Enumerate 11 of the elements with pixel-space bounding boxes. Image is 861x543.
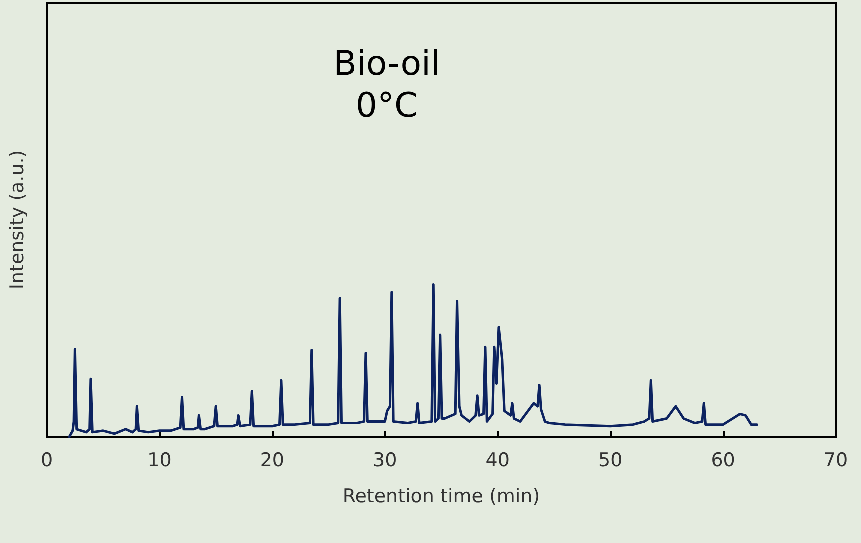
x-tick-label: 40 xyxy=(486,450,510,472)
chart-title: Bio-oil 0°C xyxy=(334,44,440,126)
x-tick-label: 50 xyxy=(598,450,623,472)
x-tick-label: 70 xyxy=(824,450,848,472)
x-axis-title: Retention time (min) xyxy=(342,486,540,508)
x-tick-label: 10 xyxy=(148,450,172,472)
x-tick-label: 20 xyxy=(260,450,285,472)
x-tick-label: 60 xyxy=(711,450,736,472)
x-tick-label: 30 xyxy=(373,450,398,472)
y-axis-title: Intensity (a.u.) xyxy=(6,150,28,290)
x-tick-label: 0 xyxy=(40,450,54,472)
